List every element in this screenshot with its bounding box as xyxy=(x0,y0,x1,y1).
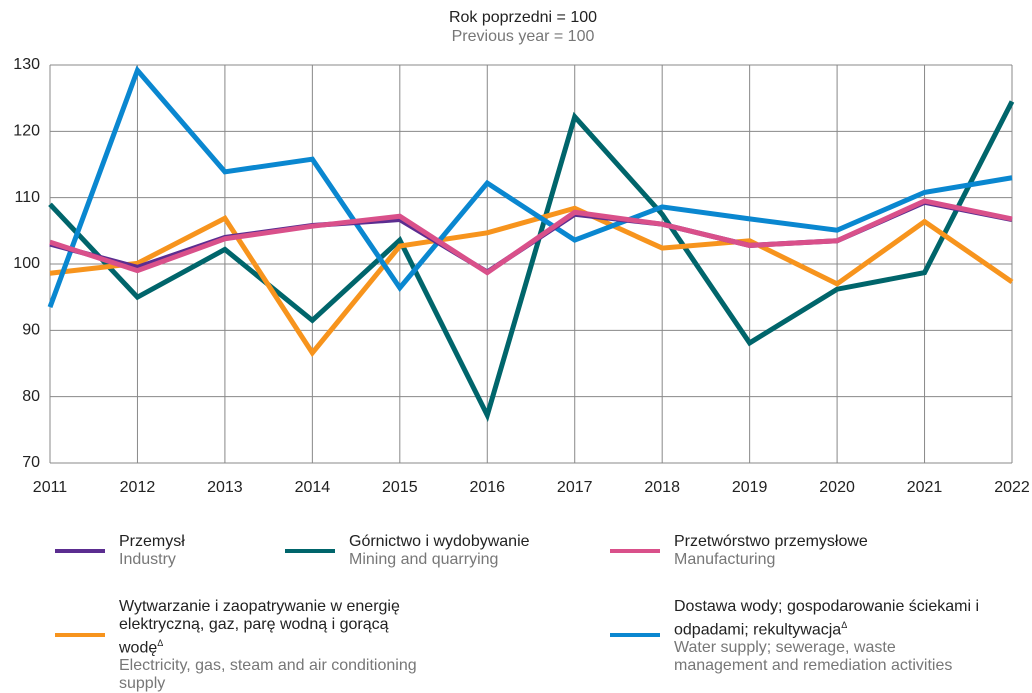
legend-label-en: Electricity, gas, steam and air conditio… xyxy=(119,657,417,693)
legend-text: Dostawa wody; gospodarowanie ściekami i … xyxy=(674,598,980,675)
chart: Rok poprzedni = 100 Previous year = 100 … xyxy=(13,9,1030,496)
y-tick-label: 120 xyxy=(13,123,40,140)
y-tick-label: 110 xyxy=(14,189,40,206)
x-tick-label: 2016 xyxy=(469,479,505,496)
legend-label-en: Manufacturing xyxy=(674,551,776,568)
legend-label-en: Industry xyxy=(119,551,176,568)
legend-entry: Wytwarzanie i zaopatrywanie w energię el… xyxy=(55,598,425,693)
x-tick-label: 2014 xyxy=(295,479,331,496)
legend-label: Przetwórstwo przemysłowe xyxy=(674,533,868,550)
x-tick-label: 2022 xyxy=(994,479,1030,496)
legend-label: Górnictwo i wydobywanie xyxy=(349,533,530,550)
legend-label: Przemysł xyxy=(119,533,185,550)
x-tick-label: 2021 xyxy=(907,479,943,496)
series-line xyxy=(49,198,1013,276)
legend-entry: Górnictwo i wydobywanie Mining and quarry… xyxy=(285,533,585,569)
legend-text: Przemysł Industry xyxy=(119,533,355,569)
legend-entry: Przetwórstwo przemysłowe Manufacturing xyxy=(610,533,910,569)
legend-mark: Δ xyxy=(157,638,164,648)
x-tick-label: 2019 xyxy=(732,479,768,496)
legend-label-en: Water supply; sewerage, waste management… xyxy=(674,639,953,675)
series-line xyxy=(49,205,1014,358)
legend-label: Wytwarzanie i zaopatrywanie w energię el… xyxy=(119,598,400,657)
y-tick-label: 100 xyxy=(13,255,40,272)
y-tick-label: 80 xyxy=(22,388,40,405)
x-tick-label: 2018 xyxy=(644,479,680,496)
chart-title: Rok poprzedni = 100 xyxy=(449,9,597,26)
legend-mark: Δ xyxy=(841,620,848,630)
legend-entry: Przemysł Industry xyxy=(55,533,355,569)
page: {"chart_data": {"type": "line", "title":… xyxy=(13,9,1030,693)
legend-text: Górnictwo i wydobywanie Mining and quarry… xyxy=(349,533,585,569)
x-tick-label: 2011 xyxy=(33,479,68,496)
legend-text: Wytwarzanie i zaopatrywanie w energię el… xyxy=(119,598,425,693)
legend-swatch xyxy=(610,549,660,553)
x-tick-label: 2015 xyxy=(382,479,418,496)
legend-entry: Dostawa wody; gospodarowanie ściekami i … xyxy=(610,598,980,675)
x-tick-label: 2013 xyxy=(207,479,243,496)
x-tick-label: 2017 xyxy=(557,479,593,496)
series-line xyxy=(48,100,1015,423)
y-tick-label: 70 xyxy=(22,454,40,471)
legend-label: Dostawa wody; gospodarowanie ściekami i … xyxy=(674,598,980,639)
legend-swatch xyxy=(55,633,105,637)
legend-text: Przetwórstwo przemysłowe Manufacturing xyxy=(674,533,910,569)
legend-swatch xyxy=(285,549,335,553)
x-tick-label: 2020 xyxy=(819,479,855,496)
legend-swatch xyxy=(55,549,105,553)
legend-label-en: Mining and quarrying xyxy=(349,551,499,568)
y-tick-label: 130 xyxy=(13,56,40,73)
legend-swatch xyxy=(610,633,660,637)
chart-subtitle: Previous year = 100 xyxy=(452,28,595,45)
series-line xyxy=(47,65,1013,308)
y-tick-label: 90 xyxy=(22,322,40,339)
x-tick-label: 2012 xyxy=(120,479,156,496)
